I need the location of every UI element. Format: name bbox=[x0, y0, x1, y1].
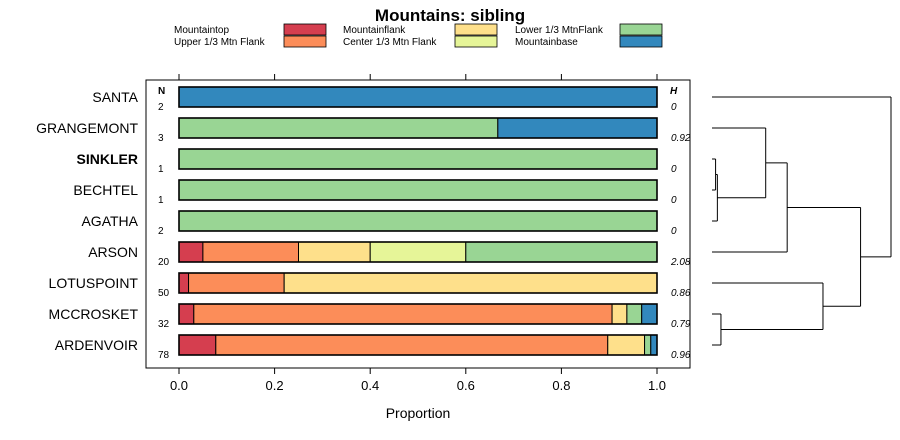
h-column-header: H bbox=[670, 86, 678, 97]
bar-outline bbox=[178, 86, 658, 108]
row-label: SINKLER bbox=[77, 151, 138, 167]
bar-outline bbox=[178, 179, 658, 201]
n-value: 50 bbox=[158, 288, 170, 299]
n-value: 78 bbox=[158, 350, 170, 361]
h-value: 0.96 bbox=[671, 350, 691, 361]
bar-outline bbox=[178, 148, 658, 170]
bar-segment bbox=[644, 334, 652, 356]
legend-label-4: Lower 1/3 MtnFlank bbox=[515, 25, 604, 36]
h-value: 0 bbox=[671, 226, 677, 237]
n-value: 2 bbox=[158, 226, 164, 237]
x-tick-label: 0.8 bbox=[552, 378, 570, 393]
legend-label-1: Upper 1/3 Mtn Flank bbox=[174, 37, 266, 48]
plot-border bbox=[145, 79, 691, 369]
n-value: 32 bbox=[158, 319, 170, 330]
legend-label-2: Mountainflank bbox=[343, 25, 406, 36]
bar-segment bbox=[607, 334, 646, 356]
row-label: BECHTEL bbox=[73, 182, 138, 198]
bar-segment bbox=[178, 303, 195, 325]
row-label: AGATHA bbox=[81, 213, 138, 229]
h-value: 0 bbox=[671, 195, 677, 206]
h-value: 0 bbox=[671, 164, 677, 175]
h-value: 0.92 bbox=[671, 133, 691, 144]
h-value: 2.08 bbox=[670, 257, 691, 268]
x-tick-label: 1.0 bbox=[648, 378, 666, 393]
bar-segment bbox=[611, 303, 628, 325]
legend-swatch-5 bbox=[619, 35, 663, 48]
n-values: 2 3 1 1 2 20 50 32 78 bbox=[158, 102, 170, 361]
h-value: 0.79 bbox=[671, 319, 691, 330]
h-value: 0.86 bbox=[671, 288, 691, 299]
bar-outline bbox=[178, 117, 658, 139]
n-value: 1 bbox=[158, 195, 164, 206]
row-label: LOTUSPOINT bbox=[49, 275, 139, 291]
bar-segment bbox=[298, 241, 371, 263]
row-label: ARDENVOIR bbox=[55, 337, 138, 353]
x-tick-label: 0.6 bbox=[457, 378, 475, 393]
n-value: 1 bbox=[158, 164, 164, 175]
legend-label-0: Mountaintop bbox=[174, 25, 229, 36]
bar-segment bbox=[178, 210, 658, 232]
bar-segment bbox=[178, 148, 658, 170]
bar-outline bbox=[178, 272, 658, 294]
x-tick-label: 0.4 bbox=[361, 378, 379, 393]
bar-segment bbox=[193, 303, 613, 325]
bar-outline bbox=[178, 241, 658, 263]
dendrogram bbox=[712, 96, 892, 346]
legend-label-5: Mountainbase bbox=[515, 37, 578, 48]
bar-segment bbox=[283, 272, 658, 294]
h-values: 0 0.92 0 0 0 2.08 0.86 0.79 0.96 bbox=[670, 102, 691, 361]
bar-segment bbox=[215, 334, 609, 356]
bar-segment bbox=[626, 303, 643, 325]
n-value: 20 bbox=[158, 257, 170, 268]
row-label: ARSON bbox=[88, 244, 138, 260]
bar-segment bbox=[178, 241, 204, 263]
row-label: SANTA bbox=[92, 89, 138, 105]
row-label: MCCROSKET bbox=[49, 306, 139, 322]
bar-segment bbox=[178, 334, 217, 356]
legend-swatch-3 bbox=[454, 35, 498, 48]
bar-segment bbox=[641, 303, 658, 325]
row-label: GRANGEMONT bbox=[36, 120, 138, 136]
x-axis: 0.0 0.2 0.4 0.6 0.8 1.0 bbox=[170, 74, 666, 393]
bar-segment bbox=[202, 241, 299, 263]
bars bbox=[178, 86, 658, 356]
n-column-header: N bbox=[158, 86, 165, 97]
row-labels: SANTA GRANGEMONT SINKLER BECHTEL AGATHA ARSON… bbox=[36, 89, 139, 353]
bar-outline bbox=[178, 303, 658, 325]
x-tick-label: 0.2 bbox=[266, 378, 284, 393]
bar-segment bbox=[497, 117, 658, 139]
x-axis-label: Proportion bbox=[386, 405, 451, 421]
chart-title: Mountains: sibling bbox=[375, 6, 525, 25]
legend-swatch-4 bbox=[619, 23, 663, 36]
legend-swatch-0 bbox=[283, 23, 327, 36]
bar-segment bbox=[178, 179, 658, 201]
legend-label-3: Center 1/3 Mtn Flank bbox=[343, 37, 437, 48]
h-value: 0 bbox=[671, 102, 677, 113]
legend-swatch-2 bbox=[454, 23, 498, 36]
bar-segment bbox=[178, 272, 190, 294]
bar-segment bbox=[178, 117, 499, 139]
bar-segment bbox=[188, 272, 285, 294]
bar-segment bbox=[465, 241, 658, 263]
bar-segment bbox=[369, 241, 467, 263]
x-tick-label: 0.0 bbox=[170, 378, 188, 393]
bar-outline bbox=[178, 210, 658, 232]
bar-outline bbox=[178, 334, 658, 356]
bar-segment bbox=[650, 334, 658, 356]
legend-swatch-1 bbox=[283, 35, 327, 48]
n-value: 2 bbox=[158, 102, 164, 113]
n-value: 3 bbox=[158, 133, 164, 144]
bar-segment bbox=[178, 86, 658, 108]
